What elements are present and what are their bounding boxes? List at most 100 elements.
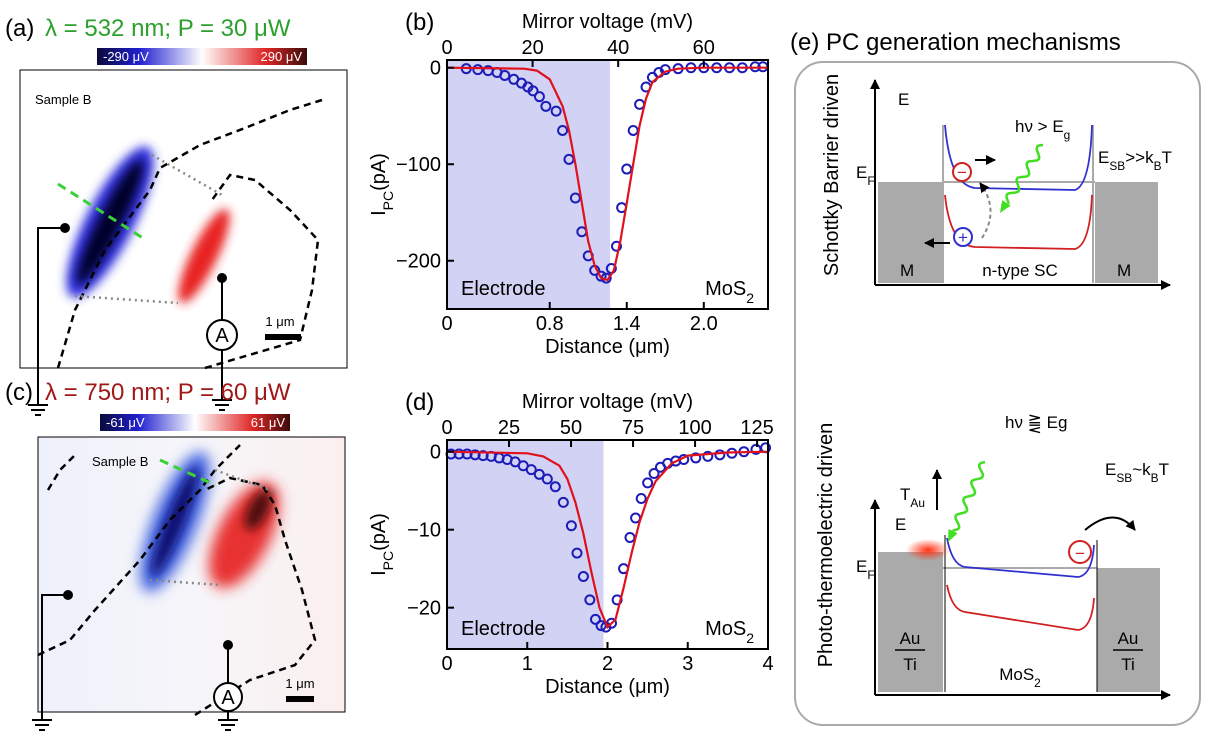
mechanism-label: Photo-thermoelectric driven bbox=[815, 423, 837, 668]
data-point bbox=[571, 547, 583, 559]
conduction-band bbox=[946, 537, 1095, 578]
subscript: B bbox=[1154, 159, 1162, 173]
data-point bbox=[565, 520, 577, 532]
electron bbox=[952, 162, 972, 182]
data-point bbox=[550, 105, 562, 117]
y-tick-label: −100 bbox=[396, 154, 441, 176]
caption: λ = 532 nm; P = 30 μW bbox=[45, 15, 291, 42]
panel-label: (a) bbox=[5, 15, 34, 42]
data-point bbox=[610, 240, 622, 252]
sample-label: Sample B bbox=[92, 454, 148, 469]
fermi-label: EF bbox=[856, 163, 875, 188]
y-axis-title: IPC(pA) bbox=[368, 513, 396, 576]
region-label: Electrode bbox=[461, 278, 546, 300]
cut-line bbox=[159, 458, 216, 487]
electrode-edge bbox=[74, 153, 223, 305]
text-part: >>k bbox=[1125, 148, 1154, 167]
contact bbox=[223, 640, 233, 650]
text-part: I bbox=[368, 570, 390, 576]
blue-core bbox=[151, 468, 199, 576]
diffusion-arrow bbox=[1084, 516, 1136, 531]
data-point bbox=[648, 468, 660, 480]
panel-label: (d) bbox=[405, 389, 434, 416]
barrier-label: ESB~kBT bbox=[1105, 460, 1169, 485]
metal-label: Au bbox=[900, 629, 921, 648]
data-point bbox=[702, 450, 714, 462]
scale-label: 1 μm bbox=[265, 314, 294, 329]
subscript: PC bbox=[380, 551, 396, 570]
electron bbox=[1068, 540, 1092, 564]
x-tick-label: 2.0 bbox=[690, 313, 718, 335]
x-tick-label: 4 bbox=[762, 653, 773, 675]
valence-band bbox=[946, 584, 1095, 631]
flake-edge bbox=[37, 444, 241, 657]
subscript: F bbox=[867, 568, 874, 582]
panel-a: (a) λ = 532 nm; P = 30 μW -290 μV 290 μV… bbox=[5, 15, 348, 416]
blue-core bbox=[76, 159, 144, 285]
flake-edge bbox=[204, 173, 320, 370]
y-tick-label: 0 bbox=[430, 58, 441, 80]
text-part: MoS bbox=[705, 618, 746, 640]
chart: 0 1 2 3 4 0 25 50 75 100 125 0 −10 −20 Distance (μm) Mi… bbox=[368, 389, 774, 698]
text-part: E bbox=[856, 557, 867, 576]
valence-band bbox=[944, 194, 1093, 250]
x-tick-label: 3 bbox=[682, 653, 693, 675]
region-label: MoS2 bbox=[705, 278, 754, 306]
x2-tick-label: 50 bbox=[560, 417, 582, 439]
metal-label: Ti bbox=[903, 655, 917, 674]
x2-axis-title: Mirror voltage (mV) bbox=[522, 391, 693, 413]
electrode-edge bbox=[149, 468, 276, 587]
data-point bbox=[714, 449, 726, 461]
x2-tick-label: 25 bbox=[498, 417, 520, 439]
panel-e: (e) PC generation mechanisms Schottky Ba… bbox=[790, 29, 1201, 726]
data-point bbox=[642, 477, 654, 489]
x2-tick-label: 100 bbox=[678, 417, 711, 439]
data-point bbox=[595, 270, 607, 282]
metal-label: M bbox=[900, 261, 914, 280]
data-point bbox=[577, 570, 589, 582]
photon-head bbox=[948, 529, 958, 542]
excitation-arrow bbox=[979, 182, 992, 239]
y-axis-title: IPC(pA) bbox=[368, 153, 396, 216]
axis-label: E bbox=[898, 90, 909, 109]
y-tick-label: −200 bbox=[396, 251, 441, 273]
subscript: SB bbox=[1109, 159, 1125, 173]
data-point bbox=[549, 481, 561, 493]
text-part: E bbox=[856, 163, 867, 182]
colorbar-max: 290 μV bbox=[261, 49, 303, 64]
text-part: (pA) bbox=[368, 153, 390, 191]
subscript: SB bbox=[1116, 471, 1132, 485]
subscript: 2 bbox=[1034, 676, 1041, 690]
data-point bbox=[557, 124, 569, 136]
red-spot bbox=[178, 208, 230, 304]
subscript: F bbox=[867, 174, 874, 188]
shaded-region bbox=[447, 60, 611, 309]
ground-wire bbox=[32, 594, 68, 731]
panel-label: (c) bbox=[5, 379, 33, 406]
metal bbox=[878, 182, 943, 283]
fit-line bbox=[447, 66, 768, 282]
panel-label: (b) bbox=[405, 9, 434, 36]
text-part: MoS bbox=[705, 278, 746, 300]
x-tick-label: 0 bbox=[441, 653, 452, 675]
x-tick-label: 0 bbox=[441, 313, 452, 335]
axis-label: E bbox=[895, 515, 906, 534]
data-point bbox=[627, 124, 639, 136]
text-part: I bbox=[368, 210, 390, 216]
data-point bbox=[589, 613, 601, 625]
subscript: g bbox=[1064, 128, 1071, 142]
ammeter-label: A bbox=[221, 687, 235, 709]
colorbar-min: -61 μV bbox=[106, 415, 145, 430]
hot-spot bbox=[906, 539, 950, 561]
y-tick-label: 0 bbox=[430, 442, 441, 464]
data-point bbox=[624, 531, 636, 543]
colorbar-max: 61 μV bbox=[251, 415, 286, 430]
plot-frame bbox=[446, 59, 769, 310]
panel-title: (e) PC generation mechanisms bbox=[790, 29, 1121, 56]
chart: 0 0.8 1.4 2.0 0 20 40 60 0 −100 −200 Distance (μm) M… bbox=[368, 9, 769, 358]
colorbar bbox=[97, 48, 307, 65]
x-tick-label: 0.8 bbox=[536, 313, 564, 335]
mechanism-label: Schottky Barrier driven bbox=[821, 74, 843, 276]
colorbar-min: -290 μV bbox=[103, 49, 149, 64]
photon bbox=[1005, 143, 1044, 205]
